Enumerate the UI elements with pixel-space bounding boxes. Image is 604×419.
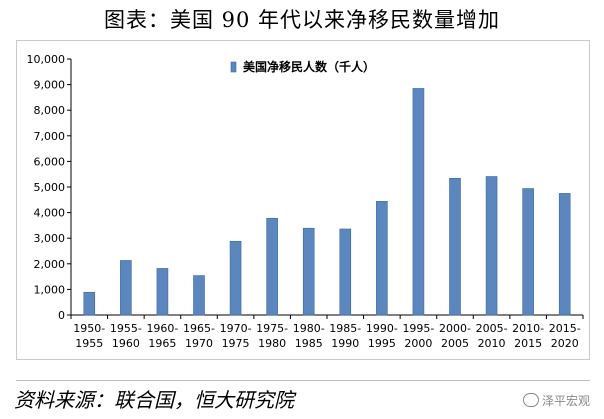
- y-tick-label: 10,000: [27, 53, 66, 66]
- x-tick-label: 1960-: [146, 322, 178, 335]
- watermark-label: 泽平宏观: [541, 394, 590, 408]
- x-tick-label: 1970-: [220, 322, 252, 335]
- x-tick-label: 2020: [551, 337, 579, 350]
- bar: [376, 201, 388, 316]
- x-tick-label: 1965: [148, 337, 176, 350]
- y-tick-label: 6,000: [34, 155, 66, 168]
- bar: [156, 268, 169, 316]
- watermark: 泽平宏观: [522, 392, 590, 409]
- x-tick-label: 1995: [368, 337, 396, 350]
- x-tick-label: 2010-: [512, 322, 544, 335]
- x-tick-label: 1955: [75, 337, 103, 350]
- x-tick-label: 1960: [112, 337, 140, 350]
- x-tick-label: 1990: [331, 337, 359, 350]
- chart-title: 图表：美国 90 年代以来净移民数量增加: [103, 8, 501, 32]
- y-tick-label: 7,000: [34, 130, 66, 143]
- y-tick-label: 2,000: [34, 258, 66, 271]
- bar: [193, 275, 205, 316]
- bar: [229, 240, 242, 316]
- bar: [522, 188, 534, 316]
- bar: [266, 217, 278, 316]
- x-tick-label: 1980-: [293, 322, 325, 335]
- bar: [412, 88, 425, 316]
- bar-chart: 0 1,000 2,000 3,000 4,000 5,000 6,000 7,000 8,00…: [27, 53, 584, 350]
- bar: [83, 291, 96, 316]
- y-tick-label: 0: [58, 309, 65, 322]
- bar: [302, 227, 315, 316]
- bar: [339, 228, 352, 316]
- x-tick-label: 2010: [478, 337, 506, 350]
- legend-label: 美国净移民人数（千人）: [243, 59, 375, 74]
- x-tick-label: 1975: [222, 337, 250, 350]
- legend-swatch: [230, 61, 237, 73]
- y-tick-label: 9,000: [34, 79, 66, 92]
- bar: [485, 176, 498, 316]
- y-tick-label: 1,000: [34, 283, 66, 296]
- y-tick-label: 8,000: [34, 104, 66, 117]
- x-tick-label: 1990-: [366, 322, 398, 335]
- y-tick-label: 3,000: [34, 232, 66, 245]
- x-tick-label: 1985: [295, 337, 323, 350]
- x-tick-label: 2000-: [439, 322, 471, 335]
- x-tick-label: 2015-: [549, 322, 581, 335]
- x-tick-label: 2015: [514, 337, 542, 350]
- bar: [120, 260, 132, 316]
- x-tick-label: 2005-: [476, 322, 508, 335]
- chart-area: 0 1,000 2,000 3,000 4,000 5,000 6,000 7,000 8,00…: [16, 40, 590, 360]
- x-tick-label: 1970: [185, 337, 213, 350]
- x-tick-label: 2005: [441, 337, 469, 350]
- y-tick-label: 4,000: [34, 207, 66, 220]
- y-tick-label: 5,000: [34, 181, 66, 194]
- x-tick-label: 2000: [404, 337, 432, 350]
- x-tick-label: 1965-: [183, 322, 215, 335]
- bar: [449, 177, 461, 316]
- bar: [558, 193, 571, 316]
- wechat-icon: [522, 393, 539, 407]
- x-tick-label: 1980: [258, 337, 286, 350]
- x-tick-label: 1975-: [256, 322, 288, 335]
- source-note: 资料来源：联合国，恒大研究院: [14, 388, 294, 412]
- x-tick-label: 1950-: [73, 322, 105, 335]
- x-tick-label: 1955-: [110, 322, 142, 335]
- divider: [16, 380, 590, 381]
- x-tick-label: 1985-: [329, 322, 361, 335]
- x-tick-label: 1995-: [402, 322, 434, 335]
